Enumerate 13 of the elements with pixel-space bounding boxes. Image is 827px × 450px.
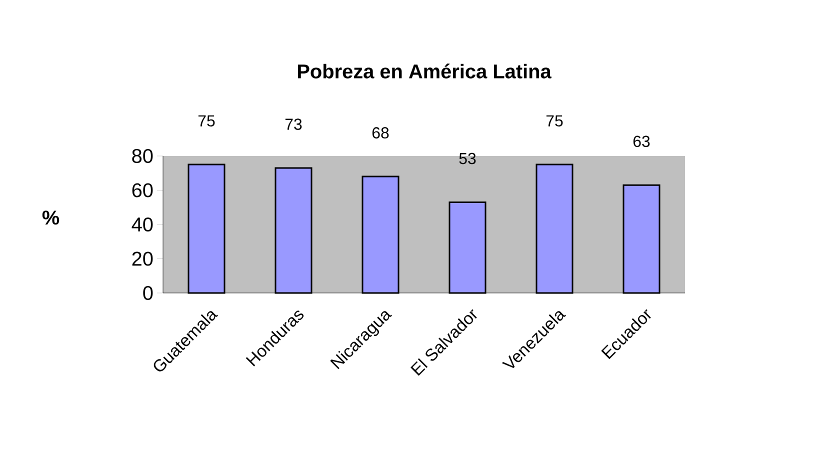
data-label: 73 bbox=[285, 118, 302, 130]
data-label: 63 bbox=[633, 136, 650, 148]
data-label: 53 bbox=[459, 152, 476, 164]
y-tick-label: 60 bbox=[132, 183, 153, 198]
y-tick-label: 0 bbox=[143, 286, 153, 300]
y-axis-title: % bbox=[42, 210, 60, 225]
data-label: 75 bbox=[198, 115, 215, 126]
chart-title: Pobreza en América Latina bbox=[298, 64, 552, 78]
y-tick-label: 20 bbox=[132, 252, 153, 266]
data-label: 75 bbox=[546, 115, 563, 126]
data-label: 68 bbox=[372, 127, 389, 138]
y-tick-label: 40 bbox=[132, 217, 153, 232]
y-tick-label: 80 bbox=[132, 148, 153, 164]
